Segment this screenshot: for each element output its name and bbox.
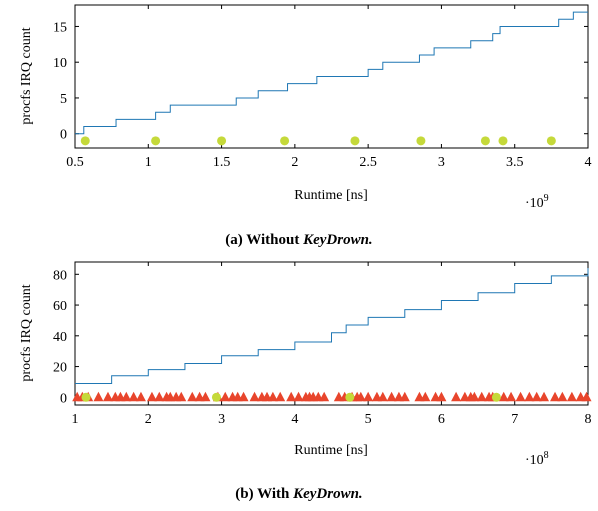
chart-b-ytick-label: 60 — [53, 299, 67, 314]
chart-b-injected-point — [539, 391, 550, 402]
chart-b-injected-point — [135, 391, 146, 402]
chart-a-ytick-label: 0 — [60, 128, 67, 143]
chart-a-xtick-label: 3 — [438, 155, 445, 170]
chart-b-xlabel: Runtime [ns] — [294, 443, 368, 458]
chart-b-irq-count-line — [75, 268, 589, 384]
chart-b-plot-frame — [74, 261, 589, 406]
chart-a-xtick-label: 2.5 — [359, 155, 377, 170]
chart-a-keystroke-point — [280, 136, 290, 146]
chart-b-injected-point — [524, 391, 535, 402]
chart-b-caption: (b) With KeyDrown. — [235, 486, 362, 502]
chart-b-xtick-label: 2 — [145, 412, 152, 427]
chart-a-keystroke-point — [498, 136, 508, 146]
chart-a-xtick-label: 3.5 — [506, 155, 524, 170]
chart-a-keystroke-point — [480, 136, 490, 146]
chart-b-injected-point — [319, 391, 330, 402]
chart-b-injected-point — [451, 391, 462, 402]
chart-b-injected-point — [121, 391, 132, 402]
chart-b-injected-point — [128, 391, 139, 402]
chart-b-xtick-label: 8 — [585, 412, 592, 427]
chart-a-xtick-label: 1.5 — [213, 155, 231, 170]
chart-b-injected-point — [420, 391, 431, 402]
chart-b-injected-point — [557, 391, 568, 402]
chart-b-x-multiplier-exp: 8 — [544, 450, 549, 461]
chart-a-keystroke-point — [217, 136, 227, 146]
chart-a-ytick-label: 15 — [53, 20, 67, 35]
chart-b-keystroke-point — [81, 392, 91, 402]
chart-a-keystroke-point — [80, 136, 90, 146]
chart-b-injected-point — [154, 391, 165, 402]
chart-b-x-multiplier: ·108 — [525, 450, 549, 468]
chart-b-injected-point — [220, 391, 231, 402]
chart-b-injected-point — [377, 391, 388, 402]
chart-a-keystroke-point — [416, 136, 426, 146]
chart-b-ylabel: procfs IRQ count — [19, 284, 34, 381]
chart-b-keystroke-point — [345, 392, 355, 402]
chart-b-injected-point — [187, 391, 198, 402]
chart-b-ytick-label: 20 — [53, 361, 67, 376]
chart-a-keystroke-point — [350, 136, 360, 146]
chart-b-xtick-label: 4 — [291, 412, 298, 427]
chart-a-xtick-label: 1 — [145, 155, 152, 170]
chart-b-xtick-label: 3 — [218, 412, 225, 427]
chart-b-injected-point — [176, 391, 187, 402]
chart-b-injected-point — [238, 391, 249, 402]
chart-b-injected-point — [249, 391, 260, 402]
chart-a-caption: (a) Without KeyDrown. — [225, 232, 372, 248]
chart-b-injected-point — [515, 391, 526, 402]
chart-a-xtick-label: 2 — [291, 155, 298, 170]
chart-a-ticks: 0.5 1 1.5 2 2.5 3 3.5 4 0 5 10 15 — [53, 5, 592, 170]
chart-b-ytick-label: 0 — [60, 391, 67, 406]
chart-b-keystroke-point — [491, 392, 501, 402]
chart-b-injected-point — [146, 391, 157, 402]
chart-b-injected-point — [566, 391, 577, 402]
chart-b-injected-point — [293, 391, 304, 402]
chart-b-series — [72, 268, 592, 402]
chart-b-xtick-label: 1 — [72, 412, 79, 427]
chart-a-plot-frame — [74, 4, 589, 149]
chart-b-injected-point — [476, 391, 487, 402]
chart-b-xtick-label: 5 — [365, 412, 372, 427]
chart-a-x-multiplier-exp: 9 — [544, 193, 549, 204]
chart-b-ytick-label: 40 — [53, 330, 67, 345]
chart-b-injected-point — [550, 391, 561, 402]
chart-a-xtick-label: 4 — [585, 155, 592, 170]
chart-a-keystroke-point — [151, 136, 161, 146]
chart-a-x-multiplier: ·109 — [525, 193, 549, 211]
chart-a-xlabel: Runtime [ns] — [294, 188, 368, 203]
chart-b-injected-point — [275, 391, 286, 402]
chart-b-injected-point — [531, 391, 542, 402]
chart-b-injected-point — [469, 391, 480, 402]
chart-b-injected-point — [363, 391, 374, 402]
chart-b-injected-point — [386, 391, 397, 402]
chart-b-xtick-label: 6 — [438, 412, 445, 427]
chart-a-ytick-label: 10 — [53, 56, 67, 71]
chart-b-injected-point — [498, 391, 509, 402]
chart-b-injected-point — [102, 391, 113, 402]
chart-b-injected-point — [399, 391, 410, 402]
chart-a-xtick-label: 0.5 — [66, 155, 84, 170]
chart-a-ytick-label: 5 — [60, 92, 67, 107]
chart-a-keystroke-point — [546, 136, 556, 146]
chart-b-ytick-label: 80 — [53, 268, 67, 283]
chart-b-injected-point — [286, 391, 297, 402]
chart-b-xtick-label: 7 — [511, 412, 518, 427]
chart-b-keystroke-point — [211, 392, 221, 402]
chart-b-injected-point — [436, 391, 447, 402]
chart-b-injected-point — [267, 391, 278, 402]
chart-a-ylabel: procfs IRQ count — [19, 27, 34, 124]
chart-a-irq-count-line — [75, 11, 588, 135]
chart-b-injected-point — [93, 391, 104, 402]
chart-b-injected-point — [506, 391, 517, 402]
chart-b-injected-point — [581, 391, 592, 402]
chart-b-injected-point — [200, 391, 211, 402]
chart-a-series — [75, 11, 588, 146]
chart-b-injected-point — [355, 391, 366, 402]
